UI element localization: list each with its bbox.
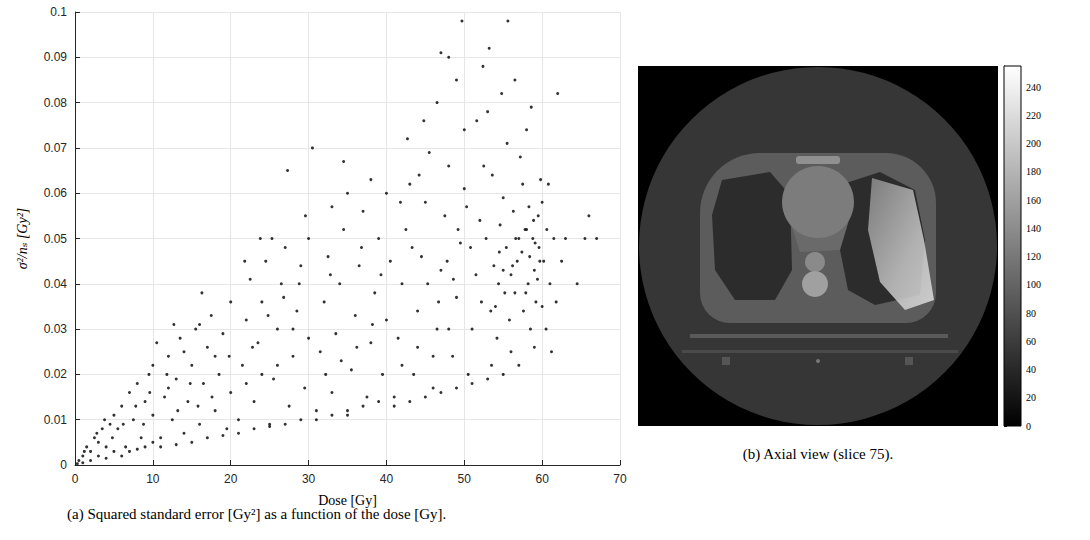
svg-text:80: 80 [1026, 308, 1036, 319]
svg-text:0.03: 0.03 [44, 322, 68, 336]
svg-text:40: 40 [380, 472, 394, 486]
svg-text:0: 0 [60, 458, 67, 472]
svg-text:0.09: 0.09 [44, 50, 68, 64]
svg-text:0.1: 0.1 [50, 5, 67, 19]
svg-text:σ²/nₛ [Gy²]: σ²/nₛ [Gy²] [15, 208, 30, 270]
svg-text:(b) Axial view (slice 75).: (b) Axial view (slice 75). [743, 446, 893, 463]
svg-text:0.08: 0.08 [44, 96, 68, 110]
svg-text:0: 0 [72, 472, 79, 486]
svg-text:Dose [Gy]: Dose [Gy] [318, 493, 377, 508]
svg-text:30: 30 [302, 472, 316, 486]
svg-text:10: 10 [146, 472, 160, 486]
svg-text:60: 60 [1026, 336, 1036, 347]
svg-text:0.04: 0.04 [44, 277, 68, 291]
svg-text:0.07: 0.07 [44, 141, 68, 155]
svg-text:60: 60 [535, 472, 549, 486]
svg-text:20: 20 [224, 472, 238, 486]
svg-text:240: 240 [1026, 82, 1041, 93]
svg-text:120: 120 [1026, 251, 1041, 262]
svg-text:160: 160 [1026, 195, 1041, 206]
svg-text:0.05: 0.05 [44, 232, 68, 246]
svg-text:(a) Squared standard error [Gy: (a) Squared standard error [Gy²] as a fu… [67, 506, 446, 523]
svg-text:20: 20 [1026, 392, 1036, 403]
svg-text:220: 220 [1026, 110, 1041, 121]
svg-text:100: 100 [1026, 279, 1041, 290]
svg-text:0.01: 0.01 [44, 413, 68, 427]
svg-text:0.02: 0.02 [44, 367, 68, 381]
svg-text:70: 70 [613, 472, 627, 486]
svg-text:0: 0 [1026, 421, 1031, 432]
svg-text:50: 50 [458, 472, 472, 486]
svg-text:180: 180 [1026, 166, 1041, 177]
svg-text:0.06: 0.06 [44, 186, 68, 200]
svg-text:40: 40 [1026, 364, 1036, 375]
svg-text:200: 200 [1026, 138, 1041, 149]
svg-text:140: 140 [1026, 223, 1041, 234]
